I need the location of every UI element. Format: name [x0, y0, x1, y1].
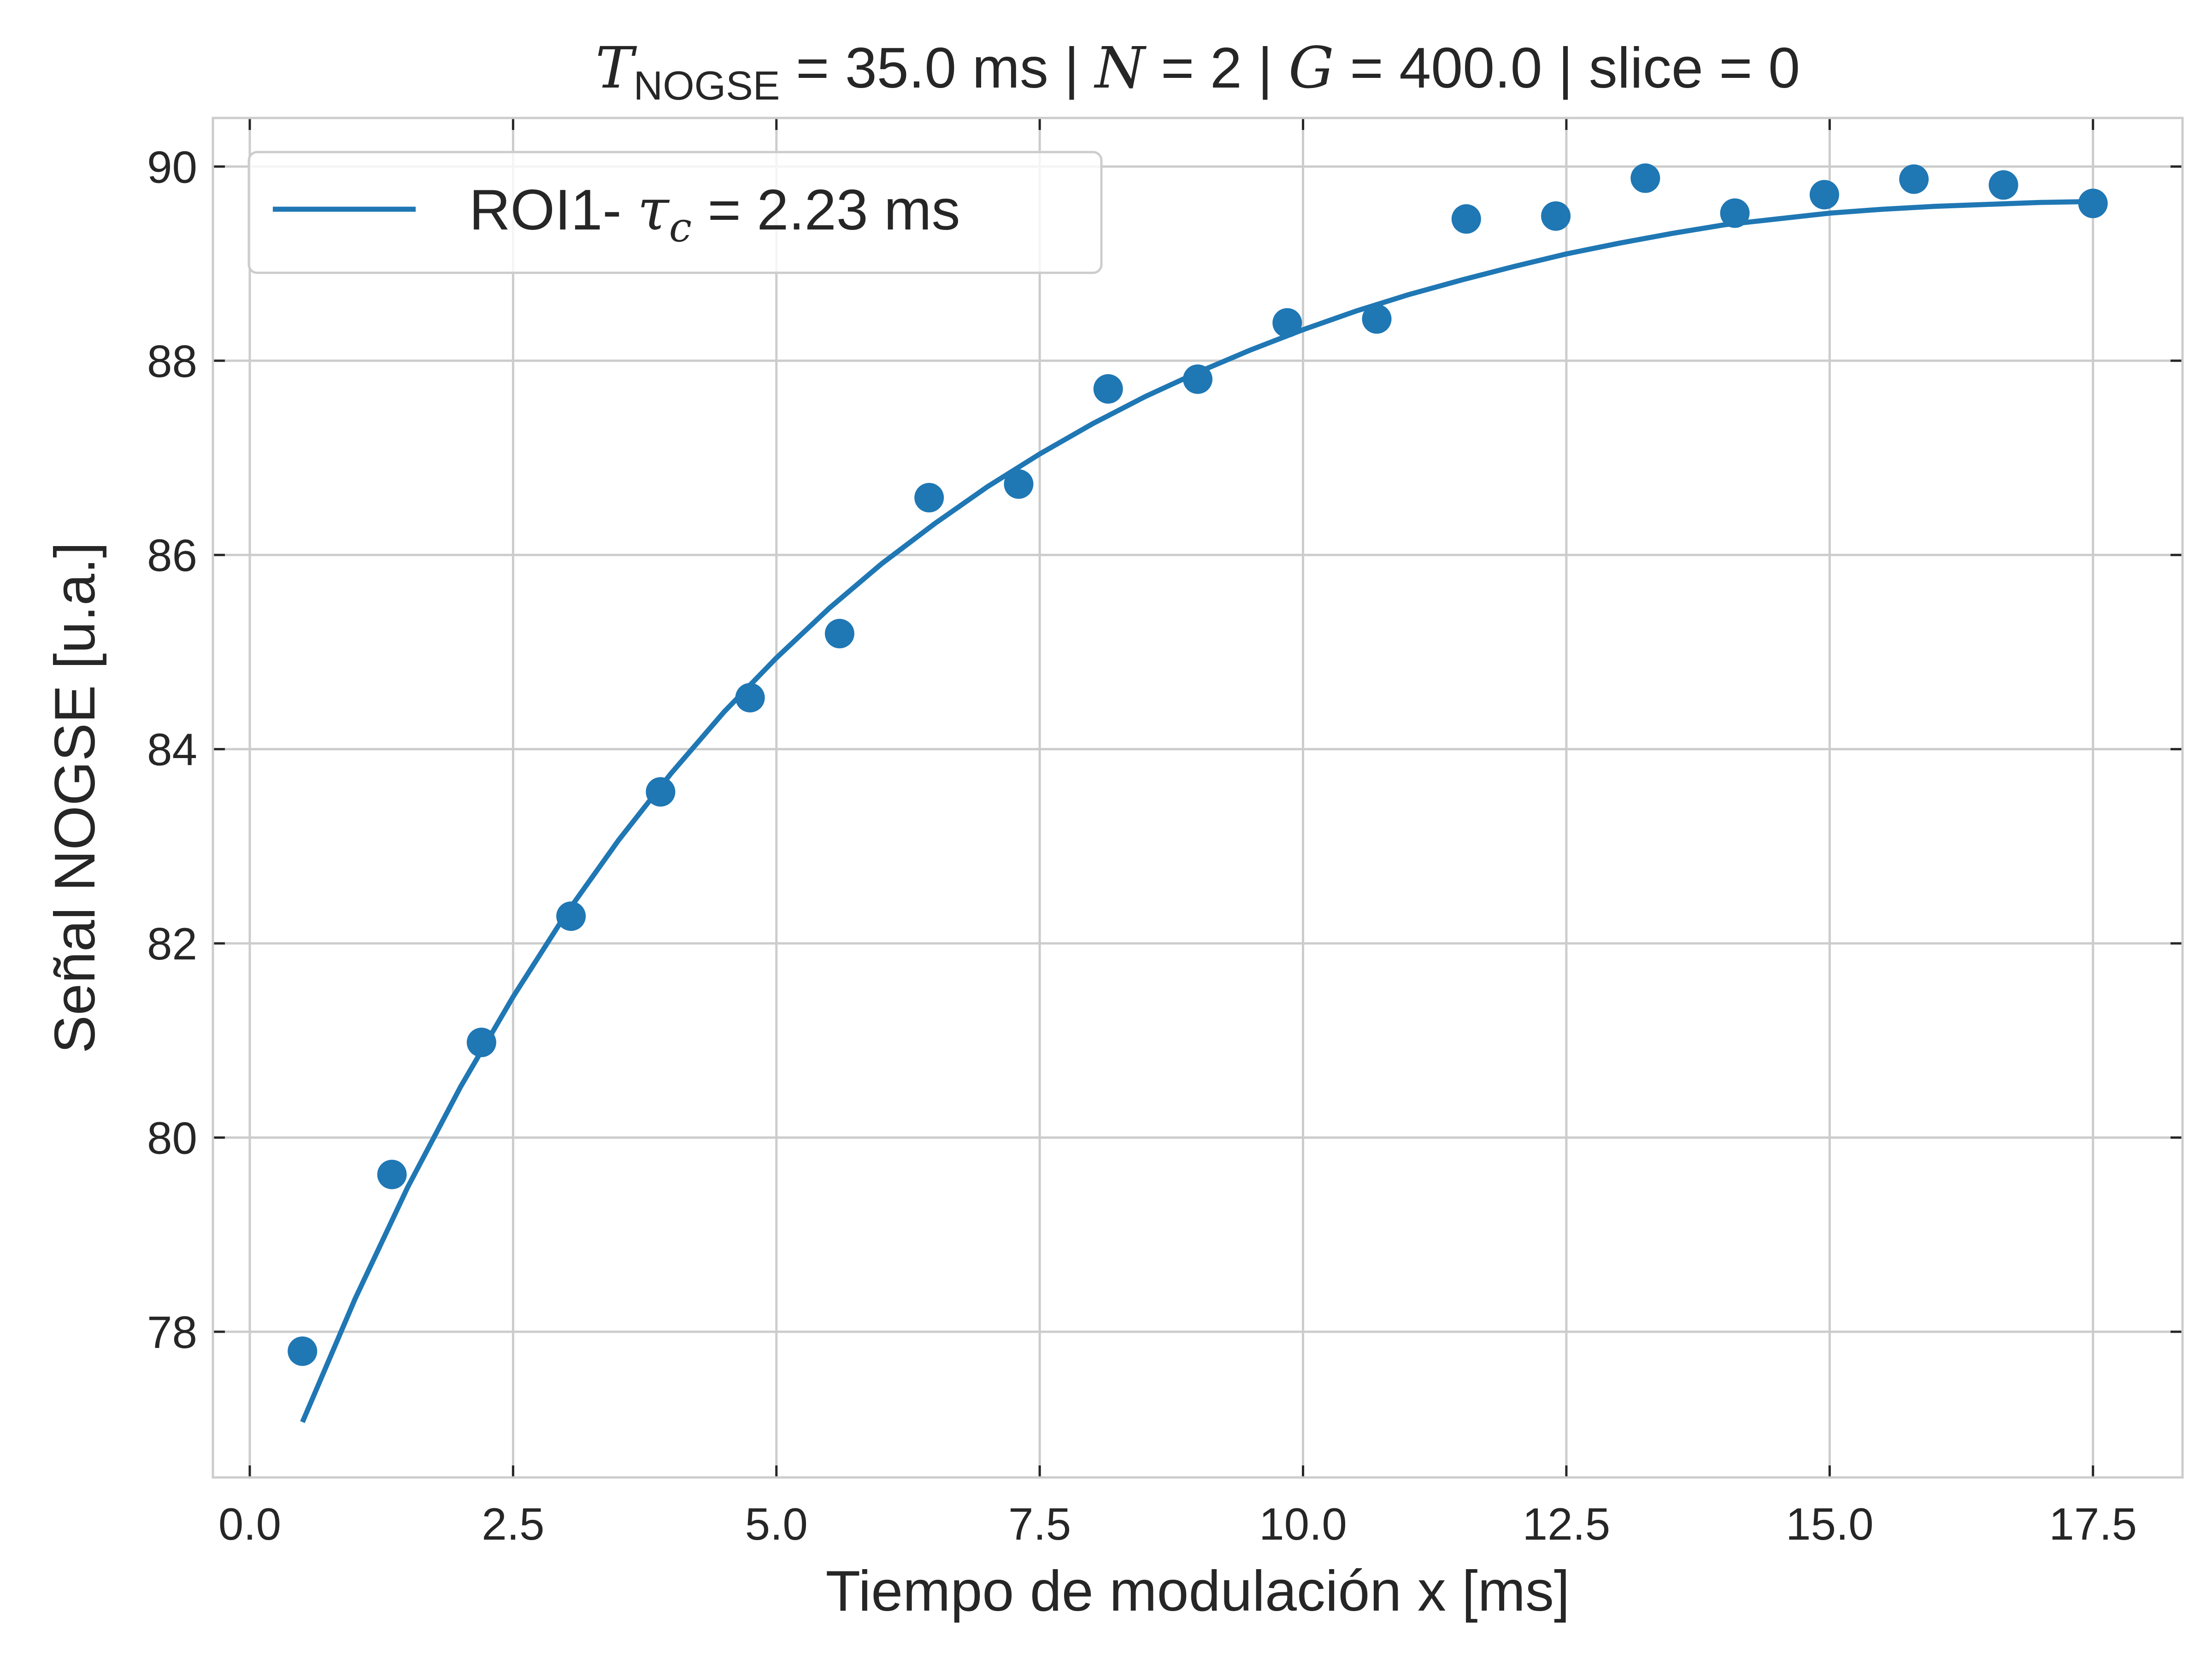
x-tick-label: 10.0	[1259, 1499, 1347, 1549]
y-axis-label: Señal NOGSE [u.a.]	[43, 542, 107, 1053]
data-point	[1720, 198, 1750, 228]
title-t-subscript: NOGSE	[634, 63, 780, 108]
y-tick-label: 78	[147, 1307, 197, 1358]
legend-label-suffix: = 2.23 ms	[692, 178, 960, 242]
y-tick-label: 80	[147, 1113, 197, 1164]
data-point	[1093, 374, 1123, 404]
x-tick-label: 5.0	[745, 1499, 808, 1549]
data-point	[824, 618, 854, 648]
data-point	[1809, 180, 1839, 210]
title-part-3: = 400.0 | slice = 0	[1334, 36, 1800, 100]
x-tick-label: 17.5	[2049, 1499, 2137, 1549]
data-point	[377, 1159, 407, 1189]
data-point	[288, 1336, 318, 1366]
x-tick-label: 2.5	[482, 1499, 544, 1549]
title-part-2: = 2 |	[1145, 36, 1288, 100]
y-tick-label: 86	[147, 530, 197, 581]
x-tick-label: 7.5	[1008, 1499, 1071, 1549]
y-tick-label: 90	[147, 141, 197, 192]
title-part-1: = 35.0 ms |	[780, 36, 1095, 100]
data-point	[735, 682, 765, 712]
data-point	[646, 777, 676, 807]
x-axis-label: Tiempo de modulación x [ms]	[826, 1559, 1570, 1623]
y-tick-label: 88	[147, 336, 197, 387]
data-point	[2078, 188, 2108, 218]
x-tick-label: 12.5	[1523, 1499, 1611, 1549]
chart-title: TNOGSE = 35.0 ms | N = 2 | G = 400.0 | s…	[595, 35, 1800, 108]
x-tick-label: 0.0	[218, 1499, 281, 1549]
legend-label: ROI1- τc = 2.23 ms	[469, 177, 960, 251]
title-g-symbol: G	[1288, 35, 1334, 101]
data-point	[1004, 469, 1034, 499]
y-tick-labels: 78 80 82 84 86 88 90	[147, 141, 197, 1358]
x-tick-label: 15.0	[1786, 1499, 1874, 1549]
ticks	[213, 118, 2183, 1477]
x-tick-labels: 0.0 2.5 5.0 7.5 10.0 12.5 15.0 17.5	[218, 1499, 2137, 1549]
data-point	[466, 1028, 496, 1057]
data-point	[1451, 204, 1481, 234]
legend-frame	[247, 151, 1103, 274]
data-point	[1988, 170, 2018, 200]
legend-tau-symbol: τ	[637, 177, 670, 243]
data-point	[1899, 164, 1929, 194]
plot-area	[213, 118, 2183, 1477]
data-point	[1630, 163, 1660, 193]
legend: ROI1- τc = 2.23 ms	[247, 151, 1103, 274]
data-point	[1362, 304, 1392, 334]
legend-label-prefix: ROI1-	[469, 178, 637, 242]
data-point	[1541, 201, 1571, 231]
title-t-symbol: T	[595, 35, 637, 101]
data-point	[556, 901, 586, 931]
y-tick-label: 82	[147, 918, 197, 969]
data-point	[1183, 364, 1212, 394]
title-n-symbol: N	[1094, 35, 1147, 101]
legend-tau-subscript: c	[669, 204, 692, 251]
plot-frame	[212, 117, 2184, 1479]
data-point	[914, 482, 944, 512]
y-tick-label: 84	[147, 724, 197, 775]
scatter-series	[288, 163, 2108, 1366]
data-point	[1272, 308, 1302, 338]
grid	[213, 118, 2183, 1477]
